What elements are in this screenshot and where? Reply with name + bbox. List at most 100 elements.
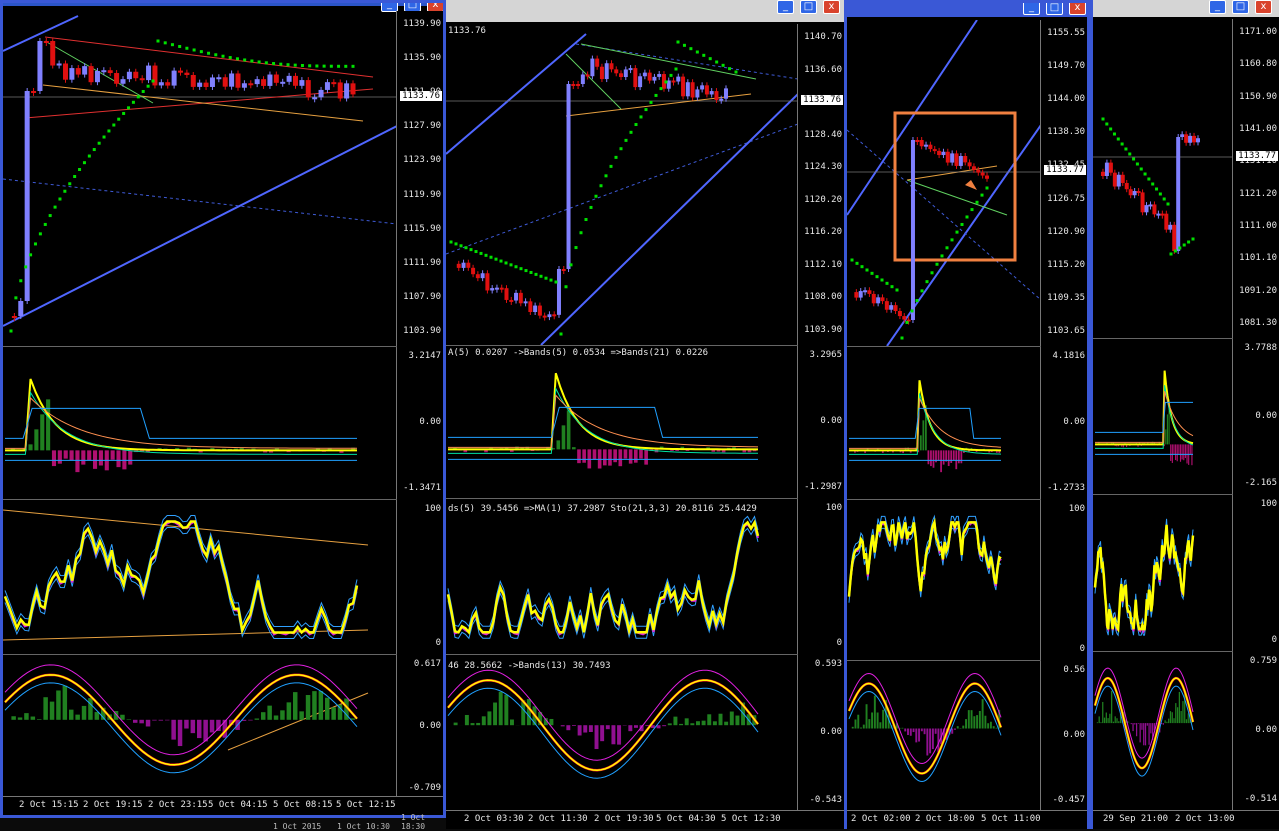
minimize-button[interactable]: _ bbox=[1023, 1, 1040, 15]
sar-dot bbox=[207, 52, 210, 55]
close-button[interactable]: x bbox=[1069, 1, 1086, 15]
histogram-bar bbox=[1168, 719, 1169, 723]
histogram-bar bbox=[902, 728, 904, 729]
histogram-bar bbox=[499, 692, 503, 725]
sar-dot bbox=[630, 131, 633, 134]
histogram-bar bbox=[1106, 713, 1107, 724]
chart-window-2[interactable]: _ □ x 1133.76 1140.701136.601132.501128.… bbox=[446, 0, 844, 829]
sar-dot bbox=[1121, 143, 1124, 146]
histogram-bar bbox=[979, 711, 981, 729]
histogram-bar bbox=[855, 720, 857, 729]
scale-label: 1141.00 bbox=[1239, 124, 1277, 134]
histogram-bar bbox=[578, 725, 582, 735]
momentum-chart bbox=[3, 655, 397, 799]
histogram-bar bbox=[938, 450, 940, 460]
histogram-bar bbox=[871, 712, 873, 728]
sar-dot bbox=[550, 279, 553, 282]
scale-label: 0.759 bbox=[1250, 656, 1277, 666]
sar-dot bbox=[510, 263, 513, 266]
close-button[interactable]: x bbox=[1255, 0, 1272, 14]
sar-dot bbox=[164, 41, 167, 44]
scale-label: 0.56 bbox=[1063, 665, 1085, 675]
sar-dot bbox=[876, 275, 879, 278]
minimize-button[interactable]: _ bbox=[1209, 0, 1226, 14]
band-line bbox=[5, 408, 357, 438]
maximize-button[interactable]: □ bbox=[1046, 1, 1063, 15]
oscillator-pane-1[interactable]: A(5) 0.0207 ->Bands(5) 0.0534 =>Bands(21… bbox=[446, 346, 844, 498]
scale-label: 0.00 bbox=[419, 417, 441, 427]
oscillator-pane-2[interactable]: ds(5) 39.5456 =>MA(1) 37.2987 Sto(21,3,3… bbox=[446, 499, 844, 654]
histogram-bar bbox=[639, 449, 643, 458]
maximize-button[interactable]: □ bbox=[1232, 0, 1249, 14]
histogram-bar bbox=[1150, 723, 1151, 733]
sar-dot bbox=[127, 106, 130, 109]
sar-dot bbox=[585, 218, 588, 221]
maximize-button[interactable]: □ bbox=[800, 0, 817, 14]
time-label: 2 Oct 03:30 bbox=[464, 814, 524, 824]
sar-dot bbox=[1113, 133, 1116, 136]
sar-dot bbox=[490, 256, 493, 259]
chart-window-1[interactable]: _ □ x 1139.901135.901131.901127.901123.9… bbox=[0, 0, 446, 818]
chart-window-3[interactable]: _ □ x 1155.551149.701144.001138.301132.4… bbox=[844, 0, 1090, 829]
time-label: 5 Oct 04:30 bbox=[656, 814, 716, 824]
histogram-bar bbox=[1109, 714, 1110, 723]
histogram-bar bbox=[527, 699, 531, 725]
minimize-button[interactable]: _ bbox=[777, 0, 794, 14]
window-titlebar[interactable] bbox=[3, 0, 443, 6]
sar-dot bbox=[891, 285, 894, 288]
histogram-bar bbox=[171, 720, 175, 740]
histogram-bar bbox=[557, 440, 561, 449]
histogram-bar bbox=[933, 450, 935, 467]
histogram-bar bbox=[1178, 444, 1179, 454]
scale-label: 100 bbox=[1069, 504, 1085, 514]
sar-dot bbox=[590, 206, 593, 209]
histogram-bar bbox=[662, 725, 666, 726]
sar-dot bbox=[936, 263, 939, 266]
scale-label: 1101.10 bbox=[1239, 253, 1277, 263]
close-button[interactable]: x bbox=[823, 0, 840, 14]
histogram-bar bbox=[306, 695, 310, 720]
histogram-bar bbox=[958, 450, 960, 463]
histogram-bar bbox=[37, 719, 41, 720]
sar-dot bbox=[605, 174, 608, 177]
histogram-bar bbox=[476, 723, 480, 725]
histogram-bar bbox=[293, 692, 297, 720]
price-pane[interactable]: 1133.76 1140.701136.601132.501128.401124… bbox=[446, 24, 844, 345]
histogram-bar bbox=[953, 450, 955, 460]
histogram-bar bbox=[11, 716, 15, 720]
histogram-bar bbox=[595, 725, 599, 749]
price-pane[interactable]: 1139.901135.901131.901127.901123.901119.… bbox=[3, 11, 443, 346]
time-label: 2 Oct 11:30 bbox=[528, 814, 588, 824]
histogram-bar bbox=[968, 710, 970, 728]
histogram-bar bbox=[1179, 692, 1180, 723]
sar-dot bbox=[677, 41, 680, 44]
sar-dot bbox=[856, 262, 859, 265]
sar-dot bbox=[600, 184, 603, 187]
sar-dot bbox=[352, 65, 355, 68]
histogram-bar bbox=[948, 450, 950, 466]
histogram-bar bbox=[70, 450, 74, 460]
sar-dot bbox=[986, 187, 989, 190]
sar-dot bbox=[93, 148, 96, 151]
histogram-bar bbox=[634, 725, 638, 728]
window-titlebar[interactable] bbox=[1093, 0, 1279, 17]
sar-dot bbox=[660, 87, 663, 90]
price-pane[interactable]: 1155.551149.701144.001138.301132.451126.… bbox=[847, 20, 1087, 346]
sar-dot bbox=[1147, 178, 1150, 181]
sar-dot bbox=[728, 67, 731, 70]
histogram-bar bbox=[203, 720, 207, 742]
